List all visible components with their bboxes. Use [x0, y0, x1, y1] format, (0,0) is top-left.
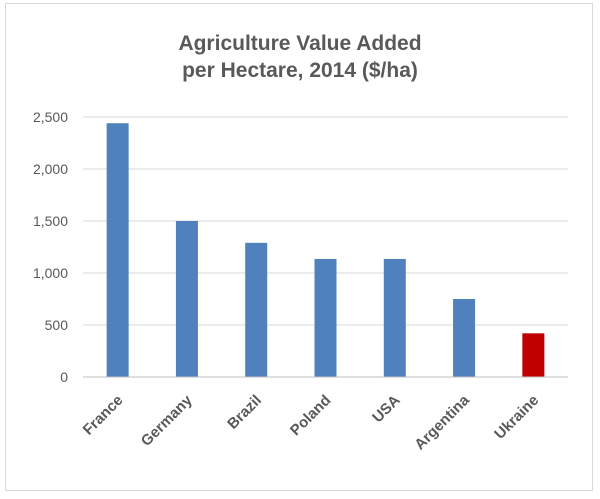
bar-poland	[314, 258, 337, 377]
x-tick-label: France	[80, 392, 127, 439]
chart-title-line-1: Agriculture Value Added	[178, 32, 422, 55]
bar-ukraine	[522, 333, 545, 377]
y-axis-tick-labels: 0 500 1,000 1,500 2,000 2,500	[33, 109, 68, 385]
x-tick-label: Argentina	[411, 391, 473, 453]
bar-france	[106, 123, 129, 378]
x-tick-label: Poland	[287, 392, 334, 439]
y-tick-label: 1,000	[33, 265, 68, 281]
y-tick-label: 0	[60, 369, 68, 385]
y-tick-label: 1,500	[33, 213, 68, 229]
bar-brazil	[245, 242, 268, 377]
y-tick-label: 500	[45, 317, 69, 333]
x-axis-category-labels: France Germany Brazil Poland USA Argentina Ukr…	[80, 391, 543, 453]
y-tick-label: 2,500	[33, 109, 68, 125]
x-tick-label: Germany	[138, 391, 196, 449]
bar-argentina	[453, 299, 476, 377]
gridlines	[83, 116, 568, 326]
bar-usa	[383, 258, 406, 377]
bar-germany	[175, 221, 198, 377]
x-tick-label: Ukraine	[491, 392, 542, 443]
y-tick-label: 2,000	[33, 161, 68, 177]
x-tick-label: Brazil	[224, 392, 265, 433]
chart-title: Agriculture Value Added per Hectare, 201…	[0, 30, 600, 84]
chart-title-line-2: per Hectare, 2014 ($/ha)	[182, 59, 418, 82]
chart-frame	[5, 3, 593, 491]
bars	[106, 123, 545, 378]
x-tick-label: USA	[369, 392, 404, 427]
